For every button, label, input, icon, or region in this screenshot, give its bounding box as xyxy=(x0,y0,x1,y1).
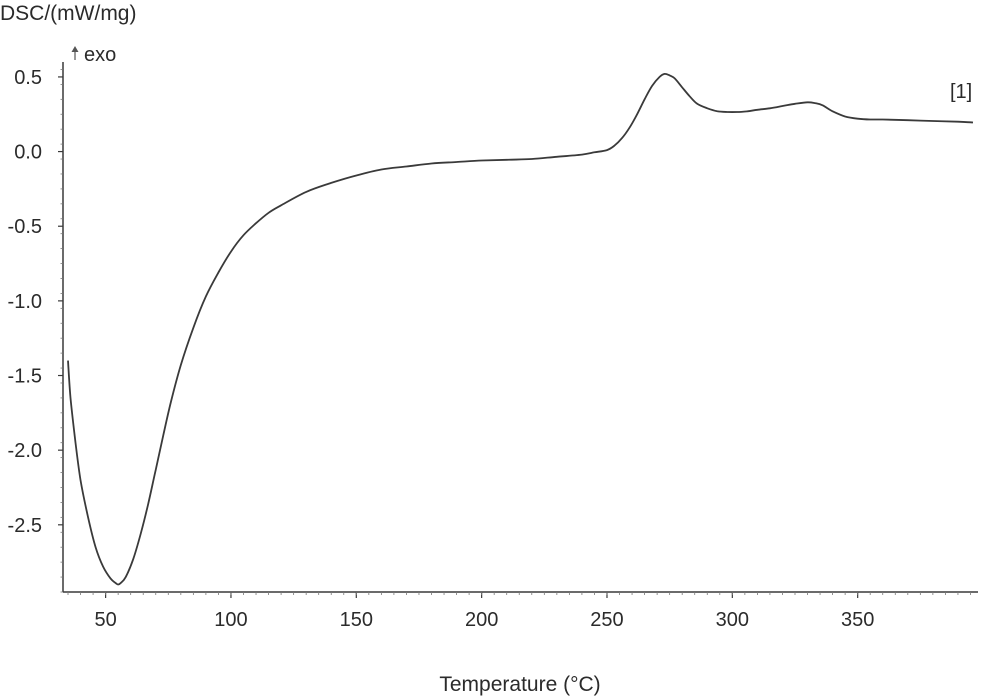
x-tick-label: 150 xyxy=(340,609,373,631)
x-tick-label: 50 xyxy=(94,609,116,631)
y-ticks: 0.5 0.0 -0.5 -1.0 -1.5 -2.0 -2.5 xyxy=(8,67,63,593)
y-tick-label: -1.5 xyxy=(8,366,42,388)
y-tick-label: -0.5 xyxy=(8,216,42,238)
x-ticks: 50 100 150 200 250 300 350 xyxy=(67,592,971,631)
arrow-up-icon xyxy=(71,46,79,60)
x-tick-label: 300 xyxy=(716,609,749,631)
series-label: [1] xyxy=(950,81,972,103)
y-tick-label: 0.5 xyxy=(14,67,42,89)
y-tick-label: -2.0 xyxy=(8,440,42,462)
exo-label: exo xyxy=(84,44,116,66)
plot-area: 0.5 0.0 -0.5 -1.0 -1.5 -2.0 -2.5 50 100 150 200 25… xyxy=(8,62,978,631)
x-tick-label: 350 xyxy=(841,609,874,631)
x-tick-label: 200 xyxy=(465,609,498,631)
y-tick-label: -1.0 xyxy=(8,291,42,313)
y-tick-label: 0.0 xyxy=(14,142,42,164)
y-axis-title: DSC/(mW/mg) xyxy=(0,2,136,25)
x-axis-title: Temperature (°C) xyxy=(439,673,600,696)
x-tick-label: 100 xyxy=(214,609,247,631)
x-tick-label: 250 xyxy=(590,609,623,631)
dsc-curve xyxy=(67,72,974,586)
exo-indicator: exo xyxy=(71,44,116,66)
y-tick-label: -2.5 xyxy=(8,515,42,537)
